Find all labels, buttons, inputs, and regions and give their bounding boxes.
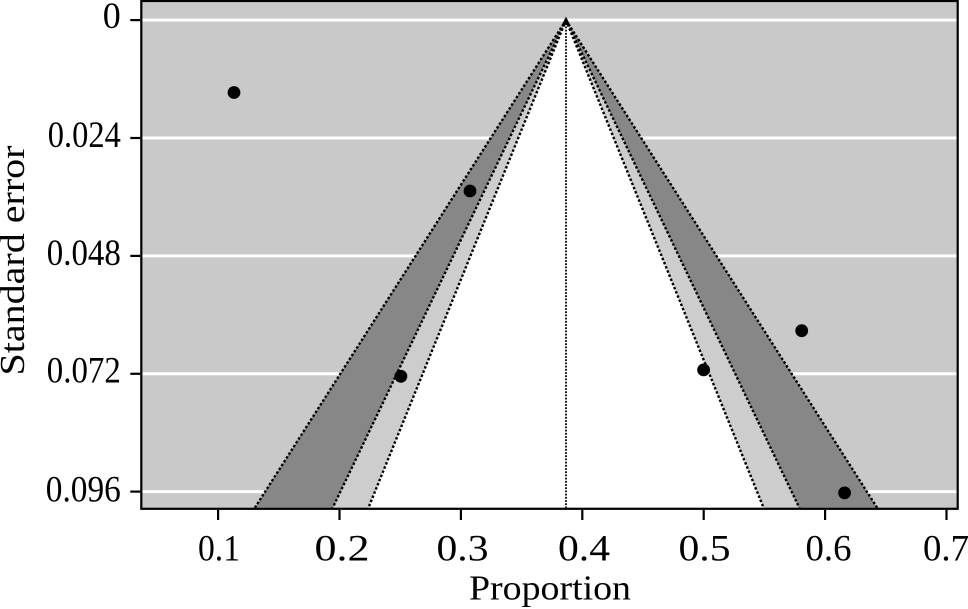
svg-text:0.096: 0.096 <box>46 470 121 511</box>
svg-text:0.5: 0.5 <box>679 529 731 570</box>
svg-text:0.4: 0.4 <box>558 529 610 570</box>
svg-text:Proportion: Proportion <box>469 569 631 608</box>
svg-text:0.024: 0.024 <box>48 115 121 156</box>
svg-text:0: 0 <box>103 0 121 37</box>
svg-text:0.7: 0.7 <box>923 529 968 570</box>
svg-text:0.6: 0.6 <box>806 529 852 570</box>
svg-text:0.072: 0.072 <box>47 351 121 392</box>
svg-text:Standard error: Standard error <box>0 145 32 375</box>
svg-text:0.1: 0.1 <box>198 529 240 570</box>
svg-text:0.048: 0.048 <box>47 233 121 274</box>
svg-text:0.2: 0.2 <box>315 529 370 570</box>
svg-text:0.3: 0.3 <box>437 529 489 570</box>
